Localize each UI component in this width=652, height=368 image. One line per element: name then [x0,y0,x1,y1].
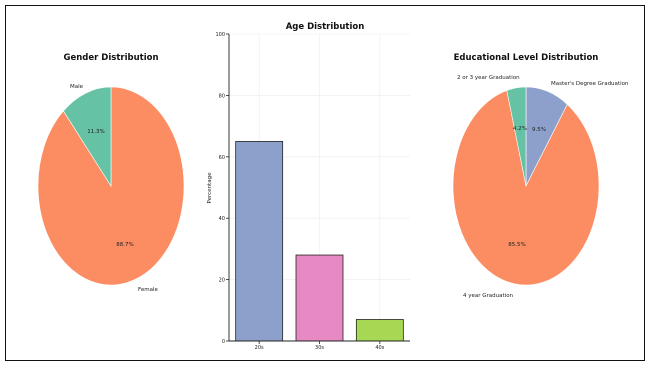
gender-pct-male: 11.3% [87,129,104,135]
age-chart-title: Age Distribution [286,22,365,32]
age-x-tick-label-20s: 20s [255,345,264,351]
education-label-2or3-year: 2 or 3 year Graduation [457,75,520,81]
age-y-tick-label-0: 0 [222,339,225,345]
education-slice-4-year-graduation [452,90,600,286]
education-label-4-year: 4 year Graduation [463,293,514,299]
age-y-tick-label-100: 100 [215,32,225,38]
gender-pct-female: 88.7% [116,242,133,248]
education-pct-masters: 9.5% [532,127,546,133]
age-x-tick-label-40s: 40s [375,345,384,351]
gender-pie-chart: Gender Distribution Male Female 11.3% 88… [37,53,185,293]
age-y-tick-label-80: 80 [219,93,225,99]
education-pct-2or3-year: 4.2% [513,126,527,132]
age-bar-40s [355,319,404,342]
education-chart-title: Educational Level Distribution [454,53,599,63]
age-y-tick-label-40: 40 [219,216,225,222]
gender-chart-title: Gender Distribution [64,53,159,63]
age-bar-30s [295,254,344,342]
age-y-tick-label-60: 60 [219,155,225,161]
gender-slice-male [63,86,112,188]
age-x-ticks: 20s 30s 40s [255,341,385,351]
age-y-ticks: 0 20 40 60 80 100 [215,32,229,345]
gender-label-female: Female [138,287,159,293]
age-chart-bars [235,141,404,342]
gender-pie-slices [37,86,185,286]
education-pie-chart: Educational Level Distribution 2 or 3 ye… [452,53,629,299]
age-y-axis-label: Percentage [207,172,213,204]
age-bar-20s [235,141,284,342]
education-slice-2-or-3-year-graduation [506,86,527,187]
age-y-tick-label-20: 20 [219,278,225,284]
education-pct-4-year: 85.5% [508,242,525,248]
education-label-masters: Master's Degree Graduation [551,81,629,87]
age-x-tick-label-30s: 30s [315,345,324,351]
gender-label-male: Male [70,84,84,90]
education-pie-slices [452,86,600,286]
